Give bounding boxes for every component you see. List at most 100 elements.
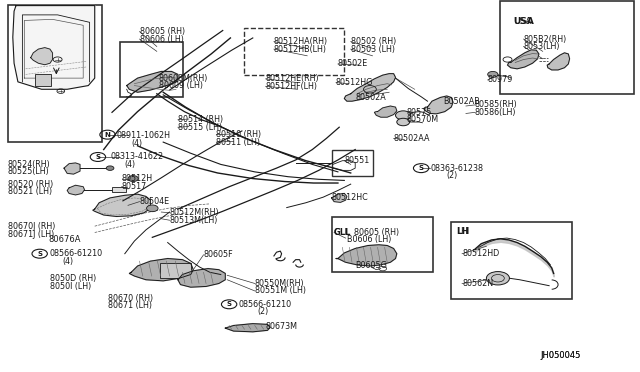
Text: 80504E: 80504E: [140, 197, 170, 206]
Polygon shape: [344, 74, 396, 101]
Text: B0605G: B0605G: [355, 262, 387, 270]
Circle shape: [488, 71, 498, 77]
Text: 805B2(RH): 805B2(RH): [524, 35, 567, 44]
Text: (4): (4): [131, 139, 142, 148]
Text: 80562N: 80562N: [462, 279, 493, 288]
Text: 80575: 80575: [406, 108, 432, 117]
Text: 80606 (LH): 80606 (LH): [140, 35, 184, 44]
Text: 80510 (RH): 80510 (RH): [216, 130, 262, 139]
Bar: [332, 150, 373, 176]
Text: 80525(LH): 80525(LH): [8, 167, 49, 176]
Text: 80512HG: 80512HG: [336, 78, 373, 87]
Text: 80512HC: 80512HC: [332, 193, 368, 202]
Text: 80605 (RH): 80605 (RH): [140, 27, 185, 36]
Text: 80570M: 80570M: [406, 115, 438, 124]
Text: 08911-1062H: 08911-1062H: [116, 131, 170, 140]
Circle shape: [128, 176, 138, 182]
Text: (4): (4): [63, 257, 74, 266]
Polygon shape: [424, 96, 453, 114]
Polygon shape: [93, 194, 150, 217]
Text: 80670J (RH): 80670J (RH): [8, 222, 55, 231]
Polygon shape: [64, 163, 80, 174]
Text: 08566-61210: 08566-61210: [238, 300, 291, 309]
Text: 80608M(RH): 80608M(RH): [159, 74, 208, 83]
Text: 80512HE(RH): 80512HE(RH): [266, 74, 319, 83]
Bar: [120, 42, 183, 97]
Text: 80670 (RH): 80670 (RH): [108, 294, 153, 303]
Text: 08313-41622: 08313-41622: [110, 153, 163, 161]
Circle shape: [396, 111, 411, 120]
Polygon shape: [178, 269, 225, 287]
Text: 80502A: 80502A: [355, 93, 386, 102]
Text: 80513M(LH): 80513M(LH): [170, 216, 218, 225]
Text: 80515 (LH): 80515 (LH): [178, 123, 222, 132]
Text: 80514 (RH): 80514 (RH): [178, 115, 223, 124]
Text: 80609 (LH): 80609 (LH): [159, 81, 203, 90]
Text: 8053(LH): 8053(LH): [524, 42, 560, 51]
Text: 80512HB(LH): 80512HB(LH): [274, 45, 327, 54]
Polygon shape: [31, 48, 52, 65]
Polygon shape: [374, 106, 397, 117]
Text: 08363-61238: 08363-61238: [430, 164, 483, 173]
Polygon shape: [13, 6, 95, 89]
Bar: [500, 1, 634, 94]
Text: 80517: 80517: [122, 182, 147, 191]
Text: 80586(LH): 80586(LH): [475, 108, 516, 117]
Text: 80512HF(LH): 80512HF(LH): [266, 82, 317, 91]
Text: 80671 (LH): 80671 (LH): [108, 301, 152, 310]
Polygon shape: [129, 259, 193, 281]
Text: GLL: GLL: [334, 228, 351, 237]
Bar: [332, 217, 433, 272]
Text: S: S: [419, 165, 424, 171]
Bar: [35, 74, 51, 86]
Polygon shape: [127, 71, 178, 92]
Text: S: S: [227, 301, 232, 307]
Text: USA: USA: [513, 17, 534, 26]
Text: USA: USA: [513, 17, 532, 26]
Text: 80585(RH): 80585(RH): [475, 100, 518, 109]
Polygon shape: [336, 245, 397, 266]
Bar: [160, 263, 191, 278]
Text: N: N: [104, 132, 111, 138]
Circle shape: [486, 272, 509, 285]
Text: 8050D (RH): 8050D (RH): [50, 275, 96, 283]
Text: LH: LH: [456, 227, 467, 236]
Text: 80979: 80979: [488, 76, 513, 84]
Text: 80551M (LH): 80551M (LH): [255, 286, 306, 295]
Text: 80671J (LH): 80671J (LH): [8, 230, 54, 239]
Text: JH050045: JH050045: [541, 351, 581, 360]
Text: (2): (2): [257, 307, 269, 316]
Text: (4): (4): [125, 160, 136, 169]
Text: S: S: [95, 154, 100, 160]
Text: 80676A: 80676A: [48, 235, 81, 244]
Text: 80502AA: 80502AA: [394, 134, 430, 143]
Text: 80512H: 80512H: [122, 174, 153, 183]
Text: 80551: 80551: [344, 156, 369, 165]
Bar: [8, 5, 102, 142]
Polygon shape: [547, 53, 570, 70]
Polygon shape: [225, 324, 270, 332]
Text: 80502 (RH): 80502 (RH): [351, 37, 396, 46]
Text: 80502E: 80502E: [338, 60, 368, 68]
Text: 80520 (RH): 80520 (RH): [8, 180, 53, 189]
Text: 80673M: 80673M: [266, 322, 298, 331]
Text: 80512HA(RH): 80512HA(RH): [274, 37, 328, 46]
Text: 80524(RH): 80524(RH): [8, 160, 51, 169]
Text: (2): (2): [447, 171, 458, 180]
Text: GLL  80605 (RH): GLL 80605 (RH): [334, 228, 399, 237]
Polygon shape: [508, 50, 539, 69]
Text: B0502AB: B0502AB: [443, 97, 479, 106]
Text: 80512HD: 80512HD: [462, 249, 499, 258]
Circle shape: [106, 166, 114, 170]
Text: 80512M(RH): 80512M(RH): [170, 208, 220, 217]
Circle shape: [397, 118, 410, 126]
Text: 80550M(RH): 80550M(RH): [255, 279, 305, 288]
Bar: [451, 222, 572, 299]
Text: 80521 (LH): 80521 (LH): [8, 187, 52, 196]
Text: 08566-61210: 08566-61210: [50, 249, 103, 258]
Text: JH050045: JH050045: [541, 351, 581, 360]
Text: B0606 (LH): B0606 (LH): [347, 235, 391, 244]
Text: 8050I (LH): 8050I (LH): [50, 282, 91, 291]
Text: 80511 (LH): 80511 (LH): [216, 138, 260, 147]
Text: LH: LH: [456, 227, 469, 236]
